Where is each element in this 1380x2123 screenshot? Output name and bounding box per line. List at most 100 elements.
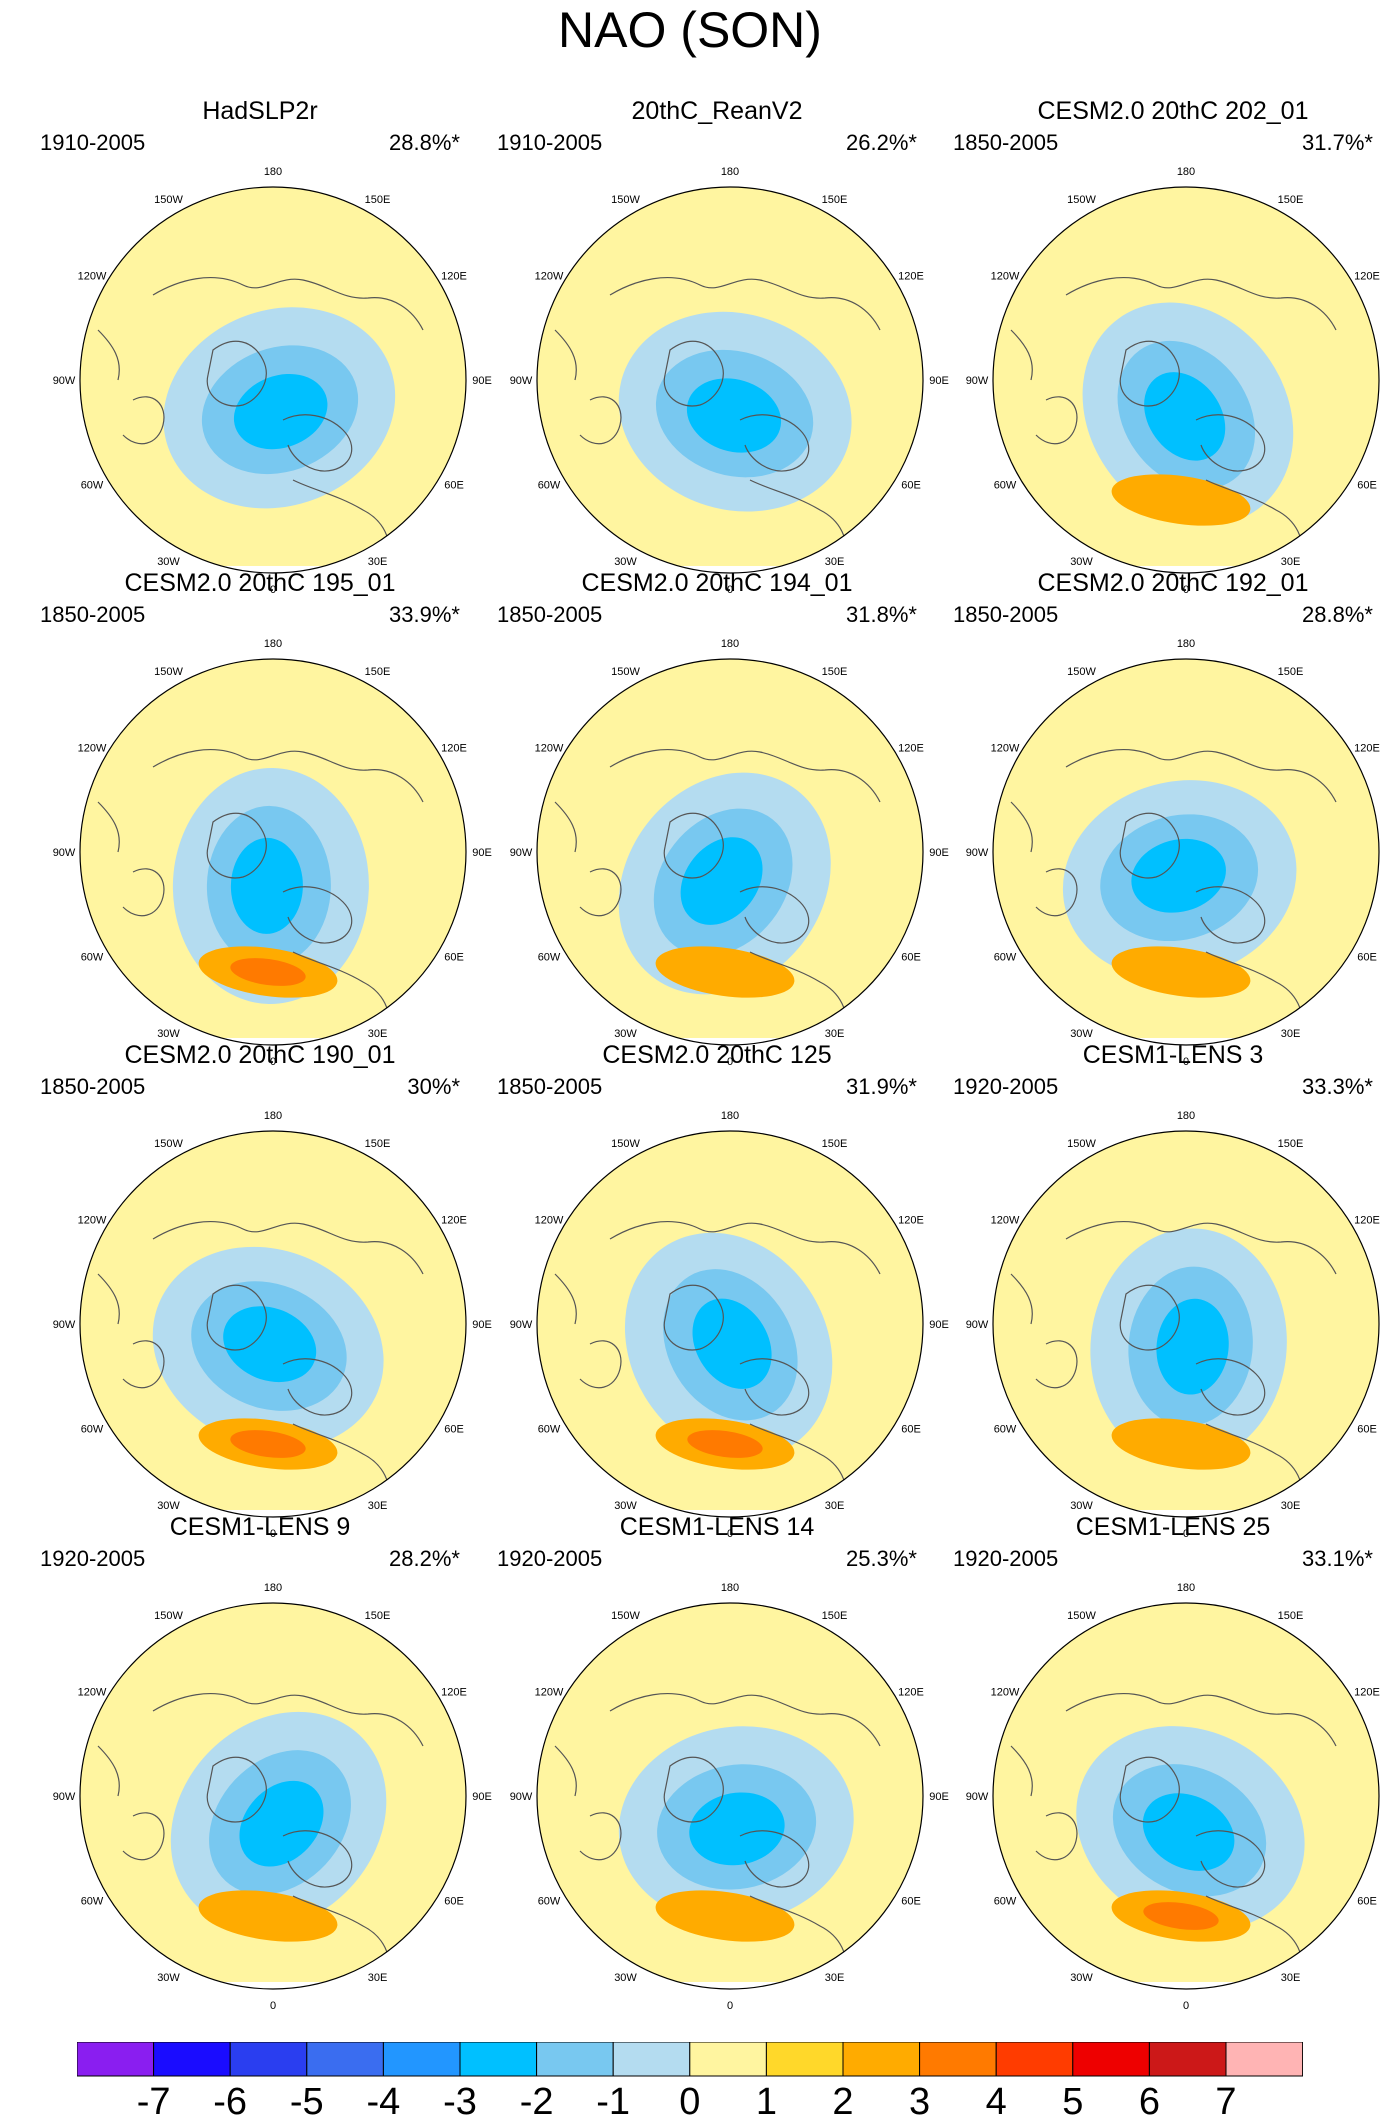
map-panel: CESM2.0 20thC 195_01 1850-2005 33.9%* 180 15… [40, 568, 492, 1068]
colorbar-swatch [919, 2042, 997, 2077]
longitude-label: 90E [929, 1791, 949, 1803]
panel-explained-variance: 26.2%* [846, 130, 917, 155]
negative-anomaly-contour [680, 837, 763, 925]
colorbar-tick-label: 3 [909, 2081, 931, 2123]
colorbar-swatch [77, 2042, 155, 2077]
colorbar-tick-label: 2 [832, 2081, 854, 2123]
longitude-label: 30E [825, 1028, 845, 1040]
longitude-label: 0 [270, 1528, 276, 1540]
longitude-label: 150W [611, 666, 640, 678]
colorbar-tick-label: 5 [1062, 2081, 1084, 2123]
longitude-label: 150W [1067, 666, 1096, 678]
longitude-label: 90W [53, 847, 76, 859]
positive-anomaly-contour [230, 958, 306, 986]
map-panel: HadSLP2r 1910-2005 28.8%* 180 150E 120E 90E 60E… [40, 96, 492, 596]
longitude-label: 180 [264, 1110, 282, 1122]
map-boundary [992, 1130, 1380, 1518]
longitude-label: 90E [929, 1319, 949, 1331]
panel-title: CESM1-LENS 14 [619, 1513, 815, 1541]
longitude-label: 90W [53, 1319, 76, 1331]
longitude-label: 0 [1183, 1528, 1189, 1540]
longitude-label: 180 [1177, 638, 1195, 650]
panel-period: 1920-2005 [953, 1546, 1059, 1571]
longitude-label: 60E [901, 480, 921, 492]
longitude-label: 60E [444, 1424, 464, 1436]
negative-anomaly-contour [239, 1780, 324, 1867]
longitude-label: 60W [994, 1424, 1017, 1436]
longitude-label: 150E [1278, 194, 1304, 206]
panel-explained-variance: 33.9%* [389, 602, 460, 627]
positive-anomaly-contour [1111, 474, 1251, 526]
longitude-label: 150W [1067, 1610, 1096, 1622]
longitude-label: 120W [78, 1215, 107, 1227]
coastlines [97, 277, 424, 561]
colorbar-swatch [842, 2042, 921, 2077]
longitude-label: 60W [81, 480, 104, 492]
colorbar-tick-label: 1 [755, 2081, 777, 2123]
positive-anomaly-contour [1143, 1902, 1219, 1930]
longitude-label: 150W [1067, 1138, 1096, 1150]
longitude-label: 0 [727, 584, 733, 596]
colorbar-swatch [612, 2042, 691, 2077]
longitude-label: 120E [441, 1687, 467, 1699]
colorbar-tick-label: 0 [679, 2081, 701, 2123]
longitude-label: 150E [1278, 1610, 1304, 1622]
longitude-label: 150E [365, 1610, 391, 1622]
colorbar-swatch [306, 2042, 384, 2077]
longitude-label: 120E [1354, 1687, 1380, 1699]
longitude-label: 30W [157, 1028, 180, 1040]
map-boundary [992, 186, 1380, 574]
panel-explained-variance: 25.3%* [846, 1546, 917, 1571]
longitude-label: 120W [991, 1215, 1020, 1227]
map-boundary [536, 1602, 924, 1990]
longitude-label: 60E [901, 952, 921, 964]
longitude-label: 90E [929, 847, 949, 859]
negative-anomaly-contour [692, 1298, 772, 1389]
positive-anomaly-contour [198, 1890, 338, 1942]
coastlines [97, 1693, 424, 1977]
longitude-label: 30E [825, 1972, 845, 1984]
map-panel: 20thC_ReanV2 1910-2005 26.2%* 180 150E 120E 90… [497, 96, 949, 596]
longitude-label: 90E [472, 1791, 492, 1803]
longitude-label: 60E [901, 1424, 921, 1436]
longitude-label: 150W [611, 1138, 640, 1150]
longitude-label: 90W [53, 375, 76, 387]
panel-period: 1850-2005 [953, 602, 1059, 627]
panel-period: 1910-2005 [40, 130, 146, 155]
map-boundary [79, 658, 467, 1046]
longitude-label: 60E [1357, 1424, 1377, 1436]
longitude-label: 90E [472, 847, 492, 859]
longitude-label: 30W [614, 556, 637, 568]
panel-explained-variance: 30%* [407, 1074, 460, 1099]
colorbar-swatch [689, 2042, 767, 2077]
coastlines [554, 1693, 881, 1977]
longitude-label: 30W [1070, 1028, 1093, 1040]
colorbar-tick-label: -2 [519, 2081, 554, 2123]
longitude-label: 0 [1183, 1056, 1189, 1068]
panel-explained-variance: 28.8%* [1302, 602, 1373, 627]
panel-title: CESM2.0 20thC 192_01 [1037, 569, 1309, 597]
longitude-label: 150W [611, 194, 640, 206]
colorbar-swatch [765, 2042, 844, 2077]
longitude-label: 90W [53, 1791, 76, 1803]
longitude-label: 150W [154, 1138, 183, 1150]
longitude-label: 120W [991, 743, 1020, 755]
longitude-label: 60W [81, 1424, 104, 1436]
longitude-label: 150E [365, 194, 391, 206]
map-boundary [536, 186, 924, 574]
coastlines [1010, 749, 1337, 1033]
colorbar-swatch [459, 2042, 538, 2077]
panel-title: CESM2.0 20thC 190_01 [124, 1041, 396, 1069]
panel-title: CESM1-LENS 3 [1082, 1041, 1264, 1069]
coastlines [554, 749, 881, 1033]
longitude-label: 120W [535, 271, 564, 283]
colorbar-swatch [536, 2042, 614, 2077]
colorbar-labels: -7 -6 -5 -4 -3 -2 -1 0 1 2 3 4 5 6 7 [0, 2082, 1380, 2122]
longitude-label: 60W [994, 480, 1017, 492]
negative-anomaly-contour [689, 1792, 785, 1866]
longitude-label: 120E [898, 1215, 924, 1227]
